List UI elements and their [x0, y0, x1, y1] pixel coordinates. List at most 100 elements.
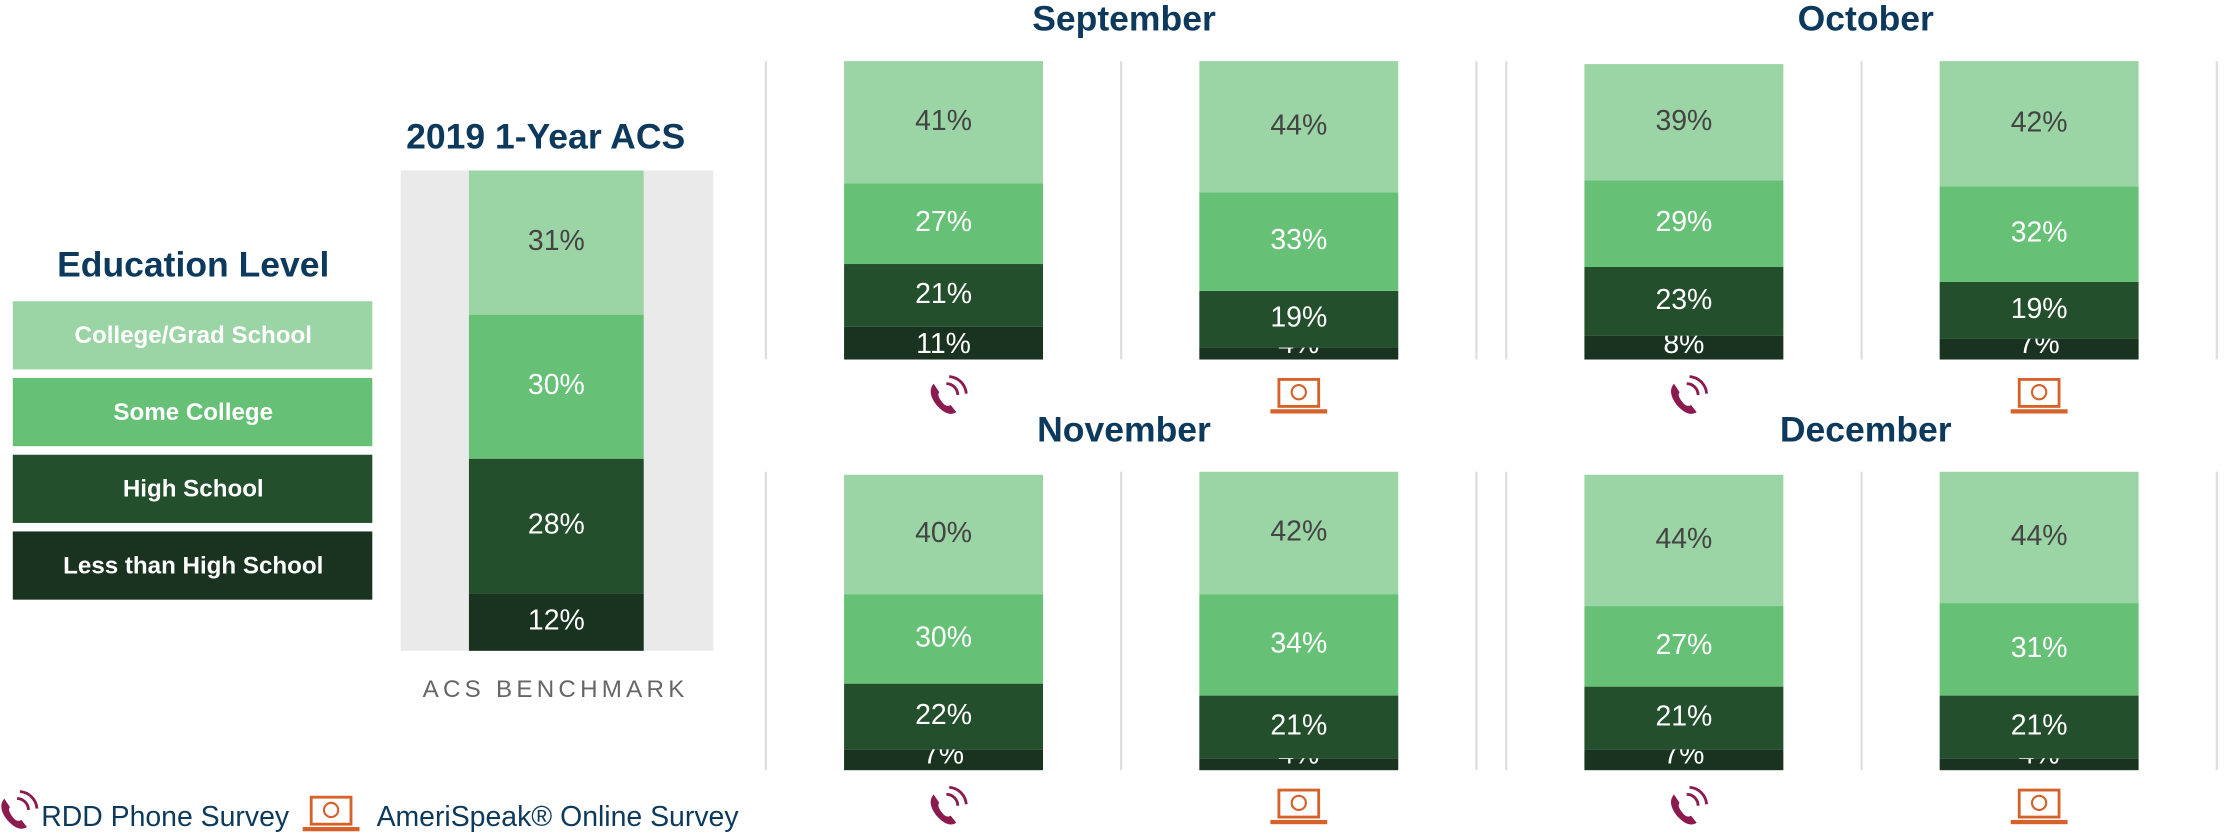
value-label: 27% — [1655, 629, 1712, 661]
bar-segment — [1584, 749, 1784, 771]
bar-segment — [1199, 471, 1399, 595]
value-label: 30% — [915, 621, 972, 653]
bar-segment — [1584, 686, 1784, 750]
month-title: October — [1798, 0, 1934, 39]
laptop-screen — [1277, 377, 1321, 408]
laptop-globe — [2030, 384, 2048, 401]
value-label: 21% — [2011, 709, 2068, 741]
legend-swatch — [12, 454, 373, 523]
value-label: 23% — [1655, 284, 1712, 316]
laptop-globe — [1290, 794, 1307, 812]
bar-segment — [1939, 695, 2139, 759]
benchmark-title: 2019 1-Year ACS — [406, 117, 685, 157]
phone-shape — [1670, 383, 1697, 414]
bar-segment — [1584, 474, 1784, 607]
value-label: 31% — [528, 225, 585, 257]
value-label: 19% — [1270, 302, 1327, 334]
value-label: 12% — [528, 605, 585, 637]
bar-segment — [1939, 338, 2139, 360]
phone-waves — [946, 785, 968, 806]
month-title: November — [1037, 409, 1211, 449]
laptop-icon — [2010, 788, 2068, 825]
value-label: 28% — [528, 508, 585, 540]
value-label: 30% — [528, 369, 585, 401]
bar-segment — [1939, 61, 2139, 187]
bar-segment — [1939, 281, 2139, 339]
phone-icon — [1670, 375, 1709, 414]
bar-segment — [844, 326, 1044, 360]
mode-legend: RDD Phone Survey — [41, 801, 290, 833]
value-label: 44% — [1270, 109, 1327, 141]
bar-segment — [1199, 290, 1399, 348]
legend-swatch — [12, 531, 373, 600]
bar-segment — [1199, 594, 1399, 696]
laptop-base — [1270, 409, 1328, 414]
bar-segment — [1199, 695, 1399, 759]
laptop-globe — [322, 801, 340, 819]
bar-segment — [1199, 347, 1399, 360]
phone-waves — [1686, 785, 1709, 806]
value-label: 32% — [2011, 217, 2068, 249]
bar-segment — [468, 593, 644, 651]
bar-segment — [1584, 267, 1784, 336]
legend-label: High School — [123, 476, 264, 503]
laptop-icon — [2010, 377, 2068, 414]
month-title: December — [1780, 409, 1952, 449]
legend-label: College/Grad School — [75, 322, 312, 349]
value-label: 22% — [915, 699, 972, 731]
phone-icon — [930, 785, 968, 825]
phone-shape — [1, 798, 27, 829]
bar-segment — [1199, 758, 1399, 771]
value-label: 44% — [2011, 520, 2068, 552]
bar-segment — [1939, 471, 2139, 604]
laptop-base — [2010, 819, 2068, 825]
bar-segment — [1939, 186, 2139, 282]
bar-segment — [1939, 603, 2139, 696]
value-label: 21% — [1270, 709, 1327, 741]
legend-title: Education Level — [57, 245, 329, 285]
phone-icon — [1, 790, 39, 829]
laptop-globe — [1290, 384, 1307, 401]
laptop-globe — [2030, 794, 2048, 812]
value-label: 41% — [915, 105, 972, 137]
bar-segment — [844, 594, 1044, 684]
bar-segment — [1199, 61, 1399, 193]
bar-segment — [844, 749, 1044, 771]
bar-segment — [1584, 335, 1784, 360]
value-label: 42% — [1270, 515, 1327, 547]
laptop-screen — [2017, 788, 2061, 819]
phone-shape — [930, 794, 957, 825]
value-label: 40% — [915, 517, 972, 549]
laptop-base — [2010, 409, 2068, 414]
legend-swatch — [12, 377, 373, 447]
phone-waves — [946, 375, 968, 396]
bar-segment — [844, 61, 1044, 184]
bar-segment — [844, 683, 1044, 750]
phone-icon — [930, 375, 968, 414]
bar-segment — [468, 314, 644, 459]
benchmark-caption: ACS BENCHMARK — [423, 676, 689, 703]
bar-segment — [1584, 606, 1784, 687]
bar-segment — [844, 474, 1044, 595]
legend-label: Some College — [113, 399, 273, 426]
value-label: 21% — [915, 278, 972, 310]
value-label: 29% — [1655, 206, 1712, 238]
laptop-screen — [309, 795, 353, 826]
laptop-base — [1270, 819, 1328, 825]
value-label: 27% — [915, 206, 972, 238]
bar-segment — [468, 458, 644, 594]
value-label: 11% — [916, 328, 971, 360]
value-label: 44% — [1655, 523, 1712, 555]
legend-swatch — [12, 301, 373, 370]
value-label: 21% — [1655, 700, 1712, 732]
laptop-base — [302, 827, 360, 832]
laptop-screen — [2017, 377, 2061, 408]
bar-segment — [1939, 758, 2139, 771]
value-label: 42% — [2011, 106, 2068, 138]
bar-segment — [844, 183, 1044, 265]
value-label: 19% — [2011, 293, 2068, 325]
laptop-screen — [1277, 788, 1321, 819]
bar-segment — [844, 264, 1044, 327]
